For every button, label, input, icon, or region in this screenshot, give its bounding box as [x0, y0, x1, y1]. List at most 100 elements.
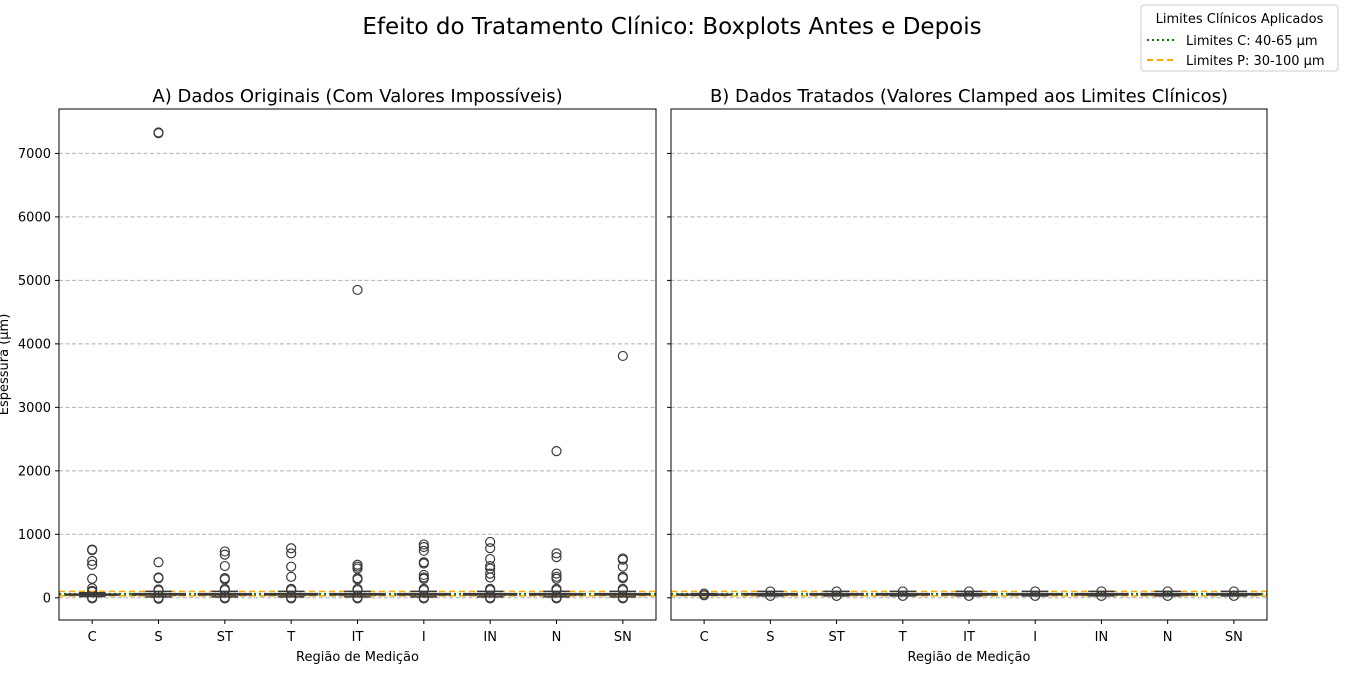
outlier-point: [87, 586, 98, 597]
y-tick-label: 4000: [18, 337, 51, 352]
panel-title: B) Dados Tratados (Valores Clamped aos L…: [710, 86, 1228, 107]
box-S: [131, 127, 186, 604]
x-tick-label: IT: [963, 630, 975, 645]
figure-title: Efeito do Tratamento Clínico: Boxplots A…: [362, 14, 981, 40]
outlier-point: [551, 568, 562, 579]
outlier-point: [153, 557, 164, 568]
outlier-point: [551, 592, 562, 603]
outlier-point: [286, 571, 297, 582]
outlier-point: [219, 585, 230, 596]
box-T: [263, 543, 319, 604]
outlier-point: [153, 573, 164, 584]
outlier-point: [485, 543, 496, 554]
x-tick-label: C: [88, 630, 97, 645]
outlier-point: [1228, 586, 1239, 597]
outlier-point: [286, 548, 297, 559]
outlier-point: [418, 573, 429, 584]
outlier-point: [699, 588, 710, 599]
x-tick-label: ST: [217, 630, 233, 645]
outlier-point: [87, 573, 98, 584]
outlier-point: [485, 568, 496, 579]
outlier-point: [219, 560, 230, 572]
outlier-point: [831, 586, 842, 597]
outlier-point: [153, 585, 164, 596]
y-tick-label: 1000: [18, 528, 51, 543]
box-IN: [1074, 586, 1129, 601]
outlier-point: [617, 561, 628, 572]
axes-frame: [58, 108, 657, 621]
y-tick-label: 0: [43, 591, 51, 606]
outlier-point: [418, 592, 429, 603]
outlier-point: [87, 545, 98, 556]
box-ST: [197, 546, 253, 604]
y-tick-label: 7000: [18, 147, 51, 162]
y-tick-label: 5000: [18, 274, 51, 289]
panel-title: A) Dados Originais (Com Valores Impossív…: [152, 86, 562, 107]
outlier-point: [1030, 586, 1041, 597]
outlier-point: [485, 572, 496, 583]
box-S: [743, 586, 798, 601]
outlier-point: [551, 552, 562, 563]
outlier-point: [219, 549, 230, 560]
legend-label-c: Limites C: 40-65 µm: [1186, 34, 1318, 49]
y-tick-label: 6000: [18, 210, 51, 225]
outlier-point: [485, 592, 496, 603]
outlier-point: [352, 592, 363, 603]
outlier-point: [551, 585, 562, 596]
box-ST: [809, 586, 864, 601]
x-axis-label: Região de Medição: [296, 650, 419, 665]
y-axis-label: Espessura (µm): [0, 314, 12, 416]
panel-a: 0 1000 2000 3000 4000 5000 6000 7000 C S ST T IT I IN N…: [0, 86, 657, 665]
outlier-point: [418, 558, 429, 569]
outlier-point: [418, 539, 429, 550]
outlier-point: [418, 569, 429, 581]
outlier-point: [485, 585, 496, 596]
box-N: [529, 446, 584, 604]
y-tick-label: 3000: [18, 401, 51, 416]
legend-title: Limites Clínicos Aplicados: [1156, 12, 1324, 27]
outlier-point: [617, 554, 628, 565]
x-tick-label: N: [552, 630, 562, 645]
legend: Limites Clínicos Aplicados Limites C: 40…: [1140, 4, 1339, 72]
box-IT: [330, 284, 385, 604]
box-SN: [595, 350, 651, 604]
outlier-point: [418, 545, 429, 556]
outlier-point: [1162, 586, 1173, 597]
x-tick-label: I: [422, 630, 426, 645]
box-C: [676, 588, 732, 601]
outlier-point: [219, 592, 230, 603]
outlier-point: [765, 590, 776, 601]
box-IN: [462, 536, 518, 604]
outlier-point: [352, 585, 363, 596]
x-tick-label: T: [286, 630, 295, 645]
outlier-point: [87, 592, 98, 603]
legend-label-p: Limites P: 30-100 µm: [1186, 54, 1325, 69]
outlier-point: [963, 586, 975, 597]
outlier-point: [897, 586, 908, 597]
y-tick-label: 2000: [18, 464, 51, 479]
outlier-point: [485, 560, 496, 572]
outlier-point: [418, 585, 429, 596]
x-tick-label: S: [766, 630, 774, 645]
box-T: [875, 586, 931, 601]
x-tick-label: I: [1033, 630, 1037, 645]
outlier-point: [617, 592, 628, 603]
outlier-point: [153, 128, 164, 139]
outlier-point: [551, 573, 562, 584]
outlier-point: [87, 555, 98, 567]
legend-frame: [1140, 4, 1339, 72]
x-tick-label: ST: [828, 630, 844, 645]
axes-frame: [670, 108, 1268, 621]
outlier-point: [831, 590, 842, 601]
outlier-point: [897, 590, 908, 601]
x-tick-label: S: [154, 630, 162, 645]
box-SN: [1206, 586, 1262, 601]
outlier-point: [1096, 586, 1107, 597]
outlier-point: [963, 590, 975, 601]
outlier-point: [286, 592, 297, 603]
x-tick-label: IT: [352, 630, 364, 645]
outlier-point: [551, 548, 562, 559]
outlier-point: [617, 350, 628, 362]
box-N: [1140, 586, 1195, 601]
